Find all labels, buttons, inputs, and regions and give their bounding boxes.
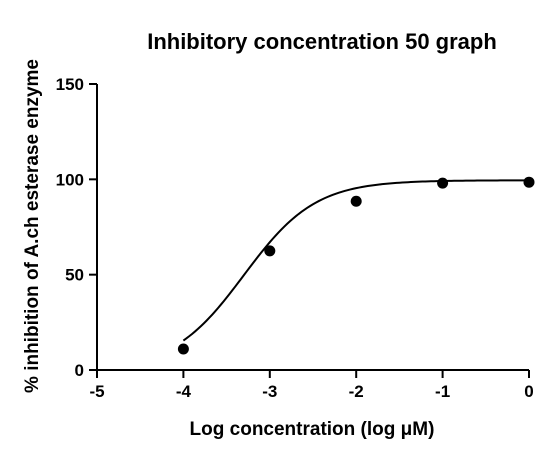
x-tick-label: -4 [176,382,192,401]
x-tick-label: -2 [349,382,364,401]
y-tick-label: 100 [56,170,84,189]
fit-curve [182,179,530,342]
data-point [264,245,276,257]
ticks: -5 -4 -3 -2 -1 0 0 50 100 150 [56,75,534,401]
data-point [523,176,535,188]
chart-title: Inhibitory concentration 50 graph [147,29,497,54]
y-tick-label: 0 [75,361,84,380]
fit-curve-group [182,179,530,342]
axes [96,84,529,371]
y-tick-label: 50 [65,266,84,285]
x-tick-label: -1 [435,382,450,401]
data-point [437,177,449,189]
y-axis-label: % inhibition of A.ch esterase enzyme [22,59,43,393]
x-tick-label: -3 [262,382,277,401]
x-axis-label: Log concentration (log μM) [190,419,435,440]
data-point [177,343,189,355]
data-point [350,195,362,207]
data-points [177,176,535,355]
y-tick-label: 150 [56,75,84,94]
x-tick-label: -5 [89,382,104,401]
x-tick-label: 0 [524,382,533,401]
